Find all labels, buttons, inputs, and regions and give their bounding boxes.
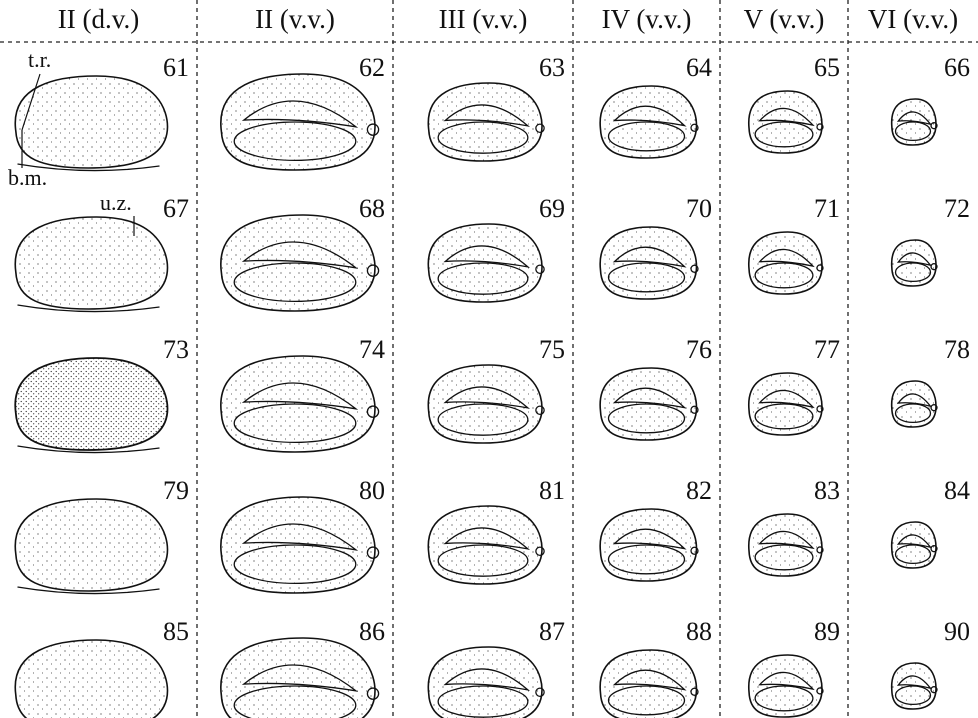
specimen-drawing — [428, 365, 544, 443]
figure-number: 83 — [814, 476, 840, 505]
specimen-drawing — [221, 356, 379, 452]
column-header: VI (v.v.) — [868, 4, 958, 34]
specimen-drawing — [749, 232, 823, 294]
carapace-outline — [15, 640, 167, 718]
specimen-drawing — [428, 506, 544, 584]
figure-number: 84 — [944, 476, 970, 505]
figure-number: 67 — [163, 194, 189, 223]
figure-number: 80 — [359, 476, 385, 505]
figure-number: 68 — [359, 194, 385, 223]
carapace-outline — [15, 358, 167, 450]
column-header: III (v.v.) — [439, 4, 528, 34]
figure-number: 89 — [814, 617, 840, 646]
annotation-uz: u.z. — [100, 190, 132, 215]
figure-number: 78 — [944, 335, 970, 364]
figure-number: 70 — [686, 194, 712, 223]
figure-plate: II (d.v.) II (v.v.) III (v.v.) IV (v.v.) V (… — [0, 0, 978, 718]
figure-number: 62 — [359, 53, 385, 82]
column-header: II (d.v.) — [58, 4, 139, 34]
specimen-drawing — [749, 514, 823, 576]
specimen-drawing — [15, 499, 167, 594]
carapace-outline — [15, 217, 167, 309]
specimen-drawing — [221, 638, 379, 718]
specimen-drawing — [600, 227, 698, 299]
figure-number: 74 — [359, 335, 385, 364]
figure-number: 69 — [539, 194, 565, 223]
figure-number: 87 — [539, 617, 565, 646]
specimen-drawing — [892, 240, 937, 286]
specimen-drawing — [892, 381, 937, 427]
specimen-drawing — [749, 655, 823, 717]
specimen-drawing — [892, 99, 937, 145]
specimen-drawing — [15, 640, 167, 718]
specimen-drawing — [600, 650, 698, 718]
column-header: IV (v.v.) — [602, 4, 692, 34]
specimen-drawing — [749, 91, 823, 153]
figure-number: 82 — [686, 476, 712, 505]
specimen-drawing — [428, 647, 544, 718]
figure-number: 64 — [686, 53, 712, 82]
figure-number: 77 — [814, 335, 840, 364]
specimen-drawing — [15, 358, 167, 453]
specimen-drawing — [15, 217, 167, 312]
specimen-drawing — [600, 509, 698, 581]
carapace-outline — [15, 76, 167, 168]
figure-number: 65 — [814, 53, 840, 82]
figure-number: 72 — [944, 194, 970, 223]
specimen-drawing — [221, 497, 379, 593]
figure-number: 79 — [163, 476, 189, 505]
carapace-outline — [15, 499, 167, 591]
column-header: V (v.v.) — [744, 4, 825, 34]
figure-number: 71 — [814, 194, 840, 223]
specimen-drawing — [428, 83, 544, 161]
figure-number: 88 — [686, 617, 712, 646]
figure-number: 66 — [944, 53, 970, 82]
annotation-bm: b.m. — [8, 165, 47, 190]
figure-number: 76 — [686, 335, 712, 364]
annotation-tr: t.r. — [28, 47, 51, 72]
figure-number: 75 — [539, 335, 565, 364]
figure-number: 63 — [539, 53, 565, 82]
specimen-drawing — [892, 522, 937, 568]
figure-number: 61 — [163, 53, 189, 82]
specimen-drawing — [15, 76, 167, 171]
figure-number: 86 — [359, 617, 385, 646]
specimen-drawing — [600, 368, 698, 440]
figure-number: 73 — [163, 335, 189, 364]
figure-number: 90 — [944, 617, 970, 646]
figure-number: 81 — [539, 476, 565, 505]
figure-number: 85 — [163, 617, 189, 646]
specimen-drawing — [600, 86, 698, 158]
specimen-drawing — [749, 373, 823, 435]
specimen-drawing — [892, 663, 937, 709]
specimen-drawing — [221, 74, 379, 170]
specimen-drawing — [428, 224, 544, 302]
carapace-outline — [221, 638, 375, 718]
page: {"figure": { "columns": ["II (d.v.)", "I… — [0, 0, 978, 718]
column-header: II (v.v.) — [255, 4, 335, 34]
specimen-drawing — [221, 215, 379, 311]
